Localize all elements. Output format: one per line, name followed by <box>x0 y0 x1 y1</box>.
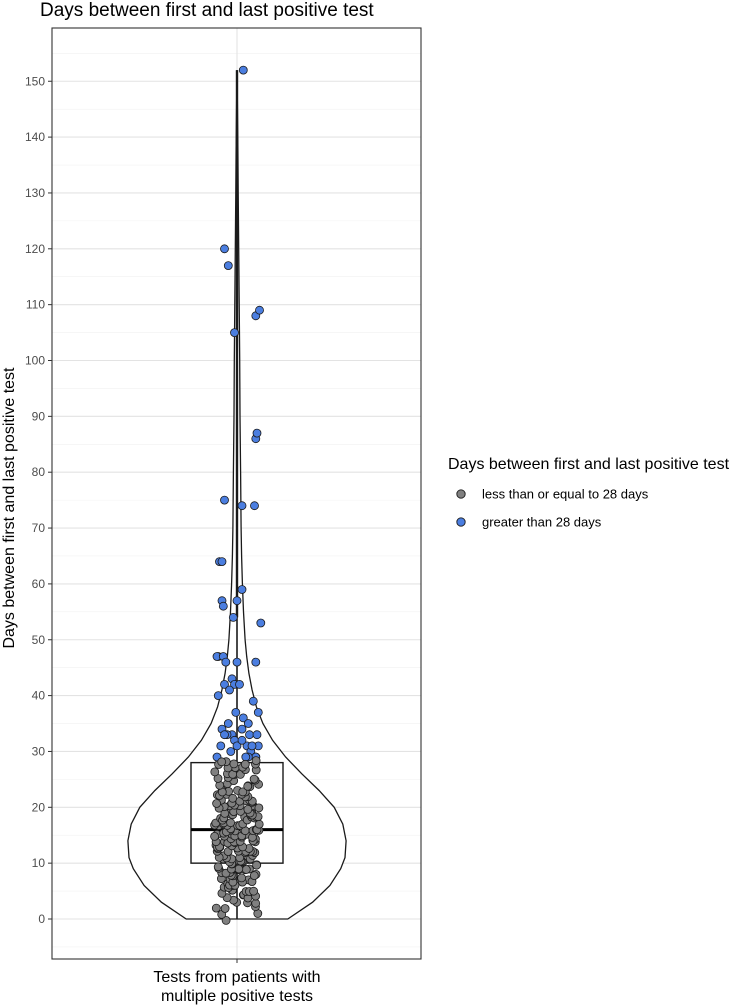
legend-title: Days between first and last positive tes… <box>448 456 730 473</box>
chart-title: Days between first and last positive tes… <box>40 0 374 21</box>
point-le-28 <box>234 864 244 874</box>
y-tick-label: 120 <box>25 242 45 256</box>
legend-key <box>456 517 466 527</box>
point-greater-28 <box>232 657 242 667</box>
point-greater-28 <box>228 613 238 622</box>
legend-items: less than or equal to 28 days greater tha… <box>456 487 649 530</box>
point-le-28 <box>241 865 251 874</box>
point-greater-28 <box>225 685 234 695</box>
point-le-28 <box>249 886 259 896</box>
point-greater-28 <box>221 657 231 667</box>
y-tick-label: 10 <box>32 856 46 870</box>
point-greater-28 <box>251 657 261 667</box>
point-greater-28 <box>220 495 229 505</box>
point-greater-28 <box>241 752 251 762</box>
point-le-28 <box>226 818 236 828</box>
point-greater-28 <box>223 719 233 728</box>
point-le-28 <box>229 759 239 769</box>
y-tick-label: 30 <box>32 744 46 758</box>
point-greater-28 <box>223 261 233 271</box>
y-tick-label: 60 <box>32 577 46 591</box>
point-le-28 <box>221 916 231 925</box>
point-greater-28 <box>232 741 242 751</box>
point-greater-28 <box>245 730 254 740</box>
x-tick-label: multiple positive tests <box>161 988 313 1005</box>
point-greater-28 <box>216 741 226 751</box>
point-greater-28 <box>235 680 244 689</box>
point-greater-28 <box>220 730 229 740</box>
y-tick-label: 40 <box>32 689 46 703</box>
point-greater-28 <box>238 713 248 723</box>
point-le-28 <box>213 862 223 872</box>
y-tick-label: 0 <box>38 912 45 926</box>
points-layer <box>210 65 266 925</box>
legend-label: greater than 28 days <box>482 515 602 530</box>
point-le-28 <box>249 774 259 784</box>
y-tick-label: 70 <box>32 521 46 535</box>
y-tick-label: 140 <box>25 130 45 144</box>
y-axis: 0 10 20 30 40 50 60 70 80 90 100 110 120 130 140 150 <box>25 74 52 926</box>
point-greater-28 <box>218 601 228 611</box>
x-tick-label: Tests from patients with <box>153 969 320 986</box>
point-le-28 <box>220 904 230 913</box>
y-tick-label: 100 <box>25 354 45 368</box>
point-greater-28 <box>213 691 223 700</box>
y-tick-label: 110 <box>26 298 45 312</box>
point-greater-28 <box>226 747 236 756</box>
point-le-28 <box>228 793 238 803</box>
point-le-28 <box>237 873 247 883</box>
point-le-28 <box>251 898 261 908</box>
point-le-28 <box>251 756 261 765</box>
point-greater-28 <box>230 328 239 338</box>
point-le-28 <box>240 759 250 769</box>
y-tick-label: 50 <box>32 633 46 647</box>
point-greater-28 <box>252 730 262 740</box>
point-le-28 <box>211 903 221 913</box>
point-greater-28 <box>231 708 241 717</box>
point-le-28 <box>212 799 222 808</box>
point-le-28 <box>254 803 264 813</box>
point-greater-28 <box>247 741 257 751</box>
point-greater-28 <box>243 719 253 728</box>
point-greater-28 <box>232 596 242 606</box>
y-tick-label: 130 <box>25 186 45 200</box>
point-le-28 <box>238 787 248 797</box>
point-le-28 <box>217 757 227 767</box>
point-le-28 <box>210 832 220 841</box>
point-greater-28 <box>253 708 263 717</box>
point-le-28 <box>243 781 253 791</box>
point-le-28 <box>252 860 262 870</box>
y-tick-label: 20 <box>32 800 46 814</box>
point-greater-28 <box>220 680 229 689</box>
point-greater-28 <box>256 618 266 628</box>
point-greater-28 <box>217 557 227 566</box>
legend-key <box>456 489 466 499</box>
y-tick-label: 80 <box>32 465 46 479</box>
y-tick-label: 150 <box>25 74 45 88</box>
legend-label: less than or equal to 28 days <box>482 487 649 502</box>
point-le-28 <box>210 767 220 777</box>
point-le-28 <box>249 871 259 880</box>
y-axis-label: Days between first and last positive tes… <box>1 367 18 649</box>
point-greater-28 <box>237 501 247 511</box>
y-tick-label: 90 <box>32 409 46 423</box>
point-greater-28 <box>238 65 248 75</box>
point-greater-28 <box>220 244 229 254</box>
point-greater-28 <box>237 585 247 594</box>
point-greater-28 <box>250 501 259 511</box>
x-axis: Tests from patients with multiple positiv… <box>153 959 321 1005</box>
point-greater-28 <box>248 696 258 706</box>
legend: Days between first and last positive tes… <box>448 456 730 530</box>
point-le-28 <box>243 805 253 814</box>
point-greater-28 <box>252 428 262 438</box>
point-greater-28 <box>255 305 264 315</box>
point-greater-28 <box>237 735 247 745</box>
point-greater-28 <box>237 724 247 734</box>
